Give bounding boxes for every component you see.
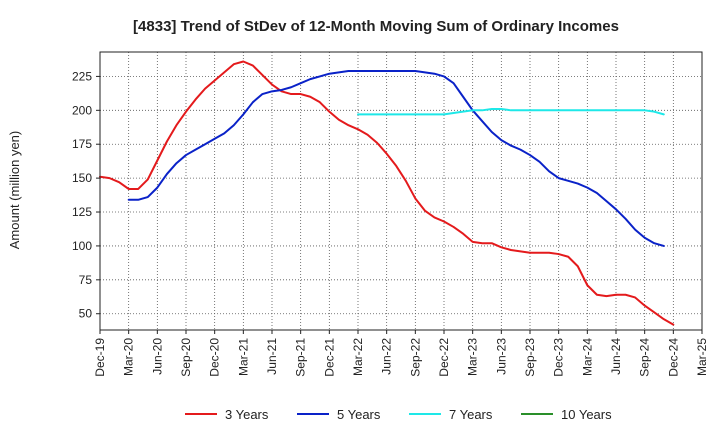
- y-tick-label: 200: [72, 103, 92, 117]
- legend-label-10-years: 10 Years: [561, 407, 612, 422]
- y-tick-label: 50: [79, 307, 93, 321]
- legend-label-3-years: 3 Years: [225, 407, 269, 422]
- x-tick-label: Jun-24: [609, 338, 623, 375]
- x-tick-label: Dec-19: [93, 338, 107, 377]
- y-tick-label: 150: [72, 171, 92, 185]
- x-tick-label: Sep-22: [408, 338, 422, 377]
- x-tick-label: Jun-22: [380, 338, 394, 375]
- x-tick-label: Jun-20: [150, 338, 164, 375]
- x-tick-label: Mar-25: [695, 338, 709, 376]
- x-tick-label: Sep-24: [638, 338, 652, 377]
- x-tick-label: Jun-23: [494, 338, 508, 375]
- x-tick-label: Mar-21: [236, 338, 250, 376]
- chart-title: [4833] Trend of StDev of 12-Month Moving…: [133, 18, 619, 35]
- plot-frame: [99, 51, 703, 331]
- y-tick-label: 175: [72, 137, 92, 151]
- x-tick-label: Sep-23: [523, 338, 537, 377]
- legend-label-7-years: 7 Years: [449, 407, 493, 422]
- legend: 3 Years 5 Years 7 Years 10 Years: [185, 407, 612, 422]
- y-tick-label: 225: [72, 69, 92, 83]
- x-tick-label: Dec-24: [666, 338, 680, 377]
- legend-label-5-years: 5 Years: [337, 407, 381, 422]
- series-line-3-years: [99, 60, 675, 326]
- x-tick-label: Mar-20: [122, 338, 136, 376]
- x-tick-labels: Dec-19 Mar-20 Jun-20 Sep-20 Dec-20 Mar-21 Jun-…: [93, 330, 709, 377]
- x-tick-label: Jun-21: [265, 338, 279, 375]
- y-tick-labels: 50 75 100 125 150 175 200 225: [72, 69, 100, 321]
- series-lines: [99, 60, 675, 326]
- series-line-5-years: [127, 69, 665, 247]
- x-tick-label: Dec-23: [552, 338, 566, 377]
- y-tick-label: 75: [79, 273, 93, 287]
- x-tick-label: Mar-23: [466, 338, 480, 376]
- x-tick-label: Sep-21: [294, 338, 308, 377]
- x-tick-label: Mar-22: [351, 338, 365, 376]
- x-tick-label: Dec-21: [322, 338, 336, 377]
- x-tick-label: Mar-24: [580, 338, 594, 376]
- grid-lines: [100, 52, 702, 330]
- y-tick-label: 125: [72, 205, 92, 219]
- x-tick-label: Dec-20: [208, 338, 222, 377]
- series-line-7-years: [357, 107, 665, 116]
- y-axis-label: Amount (million yen): [7, 131, 22, 250]
- x-tick-label: Sep-20: [179, 338, 193, 377]
- x-tick-label: Dec-22: [437, 338, 451, 377]
- y-tick-label: 100: [72, 239, 92, 253]
